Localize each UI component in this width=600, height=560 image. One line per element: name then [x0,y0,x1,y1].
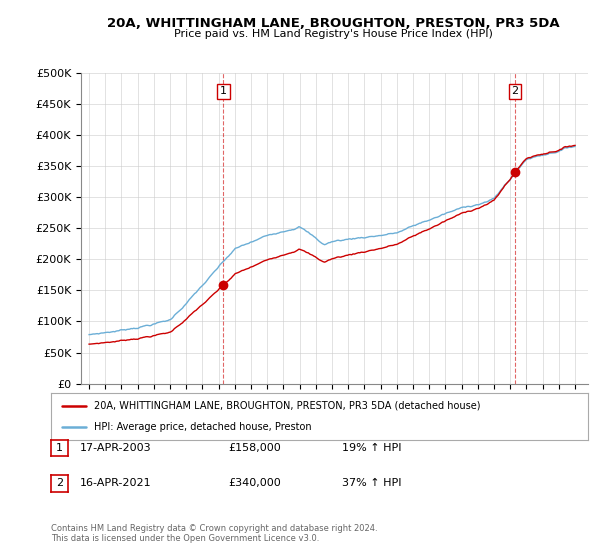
Text: 2: 2 [56,478,63,488]
Text: 1: 1 [56,443,63,453]
Text: 19% ↑ HPI: 19% ↑ HPI [342,443,401,453]
Text: 16-APR-2021: 16-APR-2021 [80,478,151,488]
Text: 2: 2 [511,86,518,96]
Text: Price paid vs. HM Land Registry's House Price Index (HPI): Price paid vs. HM Land Registry's House … [173,29,493,39]
Text: 1: 1 [220,86,227,96]
Text: 20A, WHITTINGHAM LANE, BROUGHTON, PRESTON, PR3 5DA (detached house): 20A, WHITTINGHAM LANE, BROUGHTON, PRESTO… [94,400,481,410]
Text: £158,000: £158,000 [228,443,281,453]
Text: £340,000: £340,000 [228,478,281,488]
Text: HPI: Average price, detached house, Preston: HPI: Average price, detached house, Pres… [94,422,311,432]
Text: 20A, WHITTINGHAM LANE, BROUGHTON, PRESTON, PR3 5DA: 20A, WHITTINGHAM LANE, BROUGHTON, PRESTO… [107,17,559,30]
Text: 37% ↑ HPI: 37% ↑ HPI [342,478,401,488]
Text: 17-APR-2003: 17-APR-2003 [80,443,151,453]
Text: Contains HM Land Registry data © Crown copyright and database right 2024.
This d: Contains HM Land Registry data © Crown c… [51,524,377,543]
